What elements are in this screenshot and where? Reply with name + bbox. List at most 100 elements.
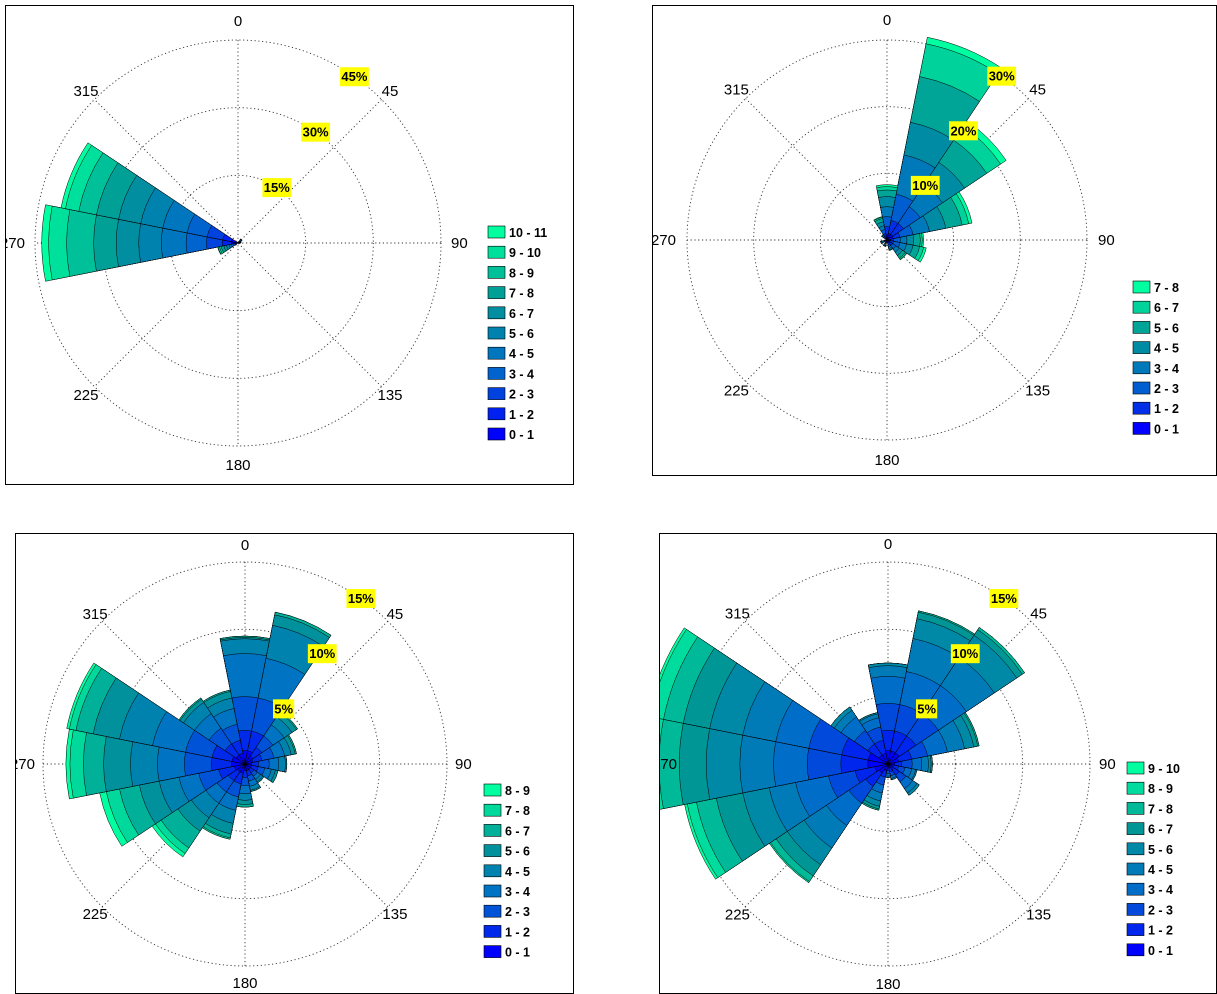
bin-202.5 — [882, 239, 888, 247]
svg-text:1 - 2: 1 - 2 — [509, 408, 534, 422]
bin-157.5 — [887, 763, 898, 781]
ring-0 — [177, 696, 313, 832]
legend-entry-4: 3 - 4 — [1132, 361, 1179, 376]
bin-247.5 — [99, 763, 246, 847]
legend-entry-5: 3 - 4 — [483, 884, 530, 899]
bin-157.5 — [244, 763, 262, 793]
svg-text:6 - 7: 6 - 7 — [1148, 823, 1173, 837]
ring-label-2: 30% — [987, 66, 1017, 86]
svg-text:0 - 1: 0 - 1 — [1154, 422, 1179, 436]
bin-202.5 — [202, 763, 246, 840]
svg-text:5 - 6: 5 - 6 — [505, 845, 530, 859]
angle-label-270: 270 — [6, 235, 25, 252]
ring-label-2: 15% — [346, 589, 376, 609]
bin-90 — [887, 755, 933, 773]
legend-entry-8: 2 - 3 — [487, 387, 534, 402]
wind-rose-panel-1: 0 45 90 135 180 225 270 315 15% 30% 45% 10 - 11 9 - … — [5, 5, 574, 485]
svg-text:7 - 8: 7 - 8 — [1148, 802, 1173, 816]
wedge-247.5-0 — [885, 239, 888, 242]
wind-rose-3: 0 45 90 135 180 225 270 315 5% 10% 15% 8 - 9 7 - 8 6 … — [16, 537, 530, 992]
legend-entry-6: 1 - 2 — [1132, 401, 1179, 416]
bin-0 — [868, 662, 908, 765]
legend-entry-1: 6 - 7 — [1132, 300, 1179, 315]
svg-text:8 - 9: 8 - 9 — [509, 266, 534, 280]
bin-247.5 — [880, 239, 888, 245]
legend-entry-3: 5 - 6 — [483, 844, 530, 859]
wedge-315-0 — [884, 237, 888, 241]
bin-315 — [178, 697, 246, 765]
svg-text:7 - 8: 7 - 8 — [505, 804, 530, 818]
ring-1 — [102, 107, 374, 379]
ring-label-2: 45% — [340, 67, 369, 87]
bin-112.5 — [244, 763, 279, 784]
angle-label-90: 90 — [451, 235, 468, 252]
legend-entry-1: 7 - 8 — [483, 803, 530, 818]
wind-rose-panel-3: 0 45 90 135 180 225 270 315 5% 10% 15% 8 - 9 7 - 8 6 … — [15, 533, 574, 994]
svg-text:10%: 10% — [309, 646, 335, 661]
svg-text:4 - 5: 4 - 5 — [509, 347, 534, 361]
angle-label-135: 135 — [382, 906, 407, 923]
bin-135 — [244, 763, 265, 784]
bin-90 — [886, 232, 924, 248]
ring-0 — [820, 696, 956, 832]
bin-225 — [768, 763, 889, 884]
svg-text:20%: 20% — [950, 123, 976, 138]
legend-entry-7: 0 - 1 — [1132, 422, 1179, 436]
ring-label-0: 10% — [910, 175, 940, 195]
angle-label-315: 315 — [83, 606, 108, 623]
angle-label-225: 225 — [724, 383, 749, 400]
bin-247.5 — [684, 763, 889, 880]
svg-text:8 - 9: 8 - 9 — [505, 784, 530, 798]
svg-text:0 - 1: 0 - 1 — [505, 946, 530, 960]
angle-label-0: 0 — [241, 537, 249, 554]
bin-225 — [151, 763, 246, 858]
legend-entry-10: 0 - 1 — [487, 427, 534, 442]
ring-0 — [169, 174, 307, 312]
legend-entry-7: 2 - 3 — [1126, 903, 1173, 917]
legend-entry-7: 3 - 4 — [487, 367, 534, 381]
angle-label-180: 180 — [874, 452, 899, 469]
svg-text:5%: 5% — [274, 701, 293, 716]
legend-entry-7: 1 - 2 — [483, 925, 530, 939]
legend-entry-9: 0 - 1 — [1126, 943, 1173, 958]
legend-entry-8: 0 - 1 — [483, 945, 530, 960]
legend-entry-0: 9 - 10 — [1126, 761, 1180, 776]
angle-label-90: 90 — [455, 756, 472, 773]
svg-text:7 - 8: 7 - 8 — [509, 287, 534, 301]
ring-label-1: 10% — [950, 644, 980, 664]
bin-337.5 — [858, 712, 889, 765]
svg-text:5 - 6: 5 - 6 — [1148, 843, 1173, 857]
bin-112.5 — [887, 763, 918, 781]
wind-rose-panel-2: 0 45 90 135 180 225 270 315 10% 20% 30% 7 - 8 6 - 7 5… — [652, 5, 1217, 476]
legend-entry-4: 6 - 7 — [487, 306, 534, 321]
ring-label-0: 5% — [273, 699, 295, 719]
svg-text:3 - 4: 3 - 4 — [1148, 883, 1173, 897]
wind-rose-2: 0 45 90 135 180 225 270 315 10% 20% 30% 7 - 8 6 - 7 5… — [653, 12, 1179, 469]
angle-label-315: 315 — [73, 83, 98, 100]
wedge-337.5-0 — [238, 753, 246, 765]
svg-text:3 - 4: 3 - 4 — [505, 885, 530, 899]
angle-label-270: 270 — [653, 232, 676, 249]
svg-text:5 - 6: 5 - 6 — [509, 327, 534, 341]
angle-label-225: 225 — [83, 906, 108, 923]
bin-270 — [65, 728, 246, 800]
bin-180 — [236, 763, 254, 808]
svg-text:10 - 11: 10 - 11 — [509, 226, 547, 240]
bin-292.5 — [660, 627, 889, 765]
bin-315 — [830, 706, 889, 765]
bin-67.5 — [237, 240, 242, 244]
svg-text:15%: 15% — [264, 180, 290, 195]
angle-label-270: 270 — [660, 756, 677, 773]
svg-text:6 - 7: 6 - 7 — [509, 307, 534, 321]
wedge-157.5-0 — [886, 239, 889, 243]
bin-135 — [887, 763, 920, 796]
bin-292.5 — [66, 662, 246, 765]
bin-270 — [660, 718, 889, 810]
legend-entry-5: 5 - 6 — [487, 326, 534, 341]
svg-text:30%: 30% — [303, 125, 329, 140]
legend-entry-1: 8 - 9 — [1126, 781, 1173, 796]
angle-label-180: 180 — [875, 976, 900, 993]
svg-text:0 - 1: 0 - 1 — [1148, 944, 1173, 958]
wedge-337.5-0 — [881, 753, 889, 765]
bin-67.5 — [886, 191, 973, 241]
